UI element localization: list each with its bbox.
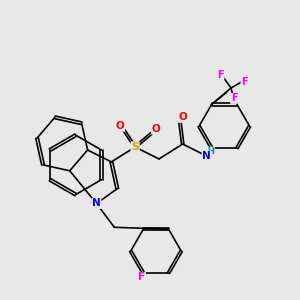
Text: F: F [241,77,248,87]
Text: F: F [138,272,146,282]
Text: F: F [217,70,224,80]
Text: O: O [152,124,160,134]
Text: F: F [231,93,237,103]
Text: O: O [116,121,125,131]
Text: N: N [92,199,101,208]
Text: H: H [208,147,214,156]
Text: O: O [178,112,187,122]
Text: N: N [202,151,211,161]
Text: S: S [131,142,139,152]
